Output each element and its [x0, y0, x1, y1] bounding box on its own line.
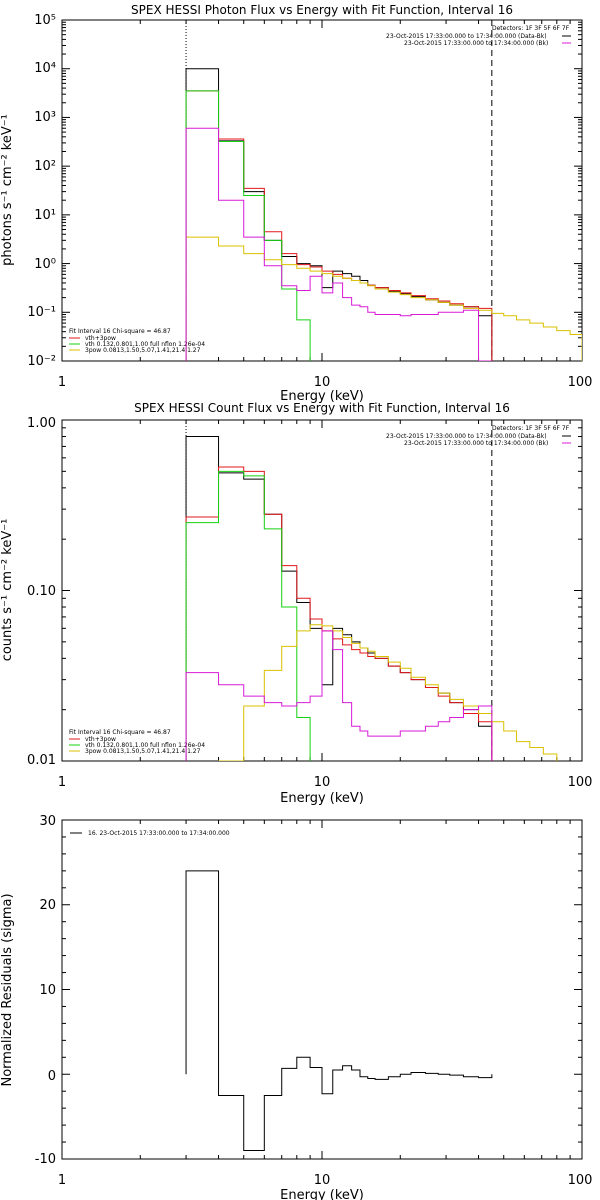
residuals-panel: 1 10 100 -10 0 10 20 30 Energy (keV) Nor… — [0, 814, 592, 1200]
photon-flux-frame — [61, 19, 583, 362]
count-time-bk: 23-Oct-2015 17:33:00.000 to 17:34:00.000… — [404, 440, 548, 447]
count-detectors: Detectors: 1F 3F 5F 6F 7F — [492, 425, 570, 432]
count-ytick-010: 0.10 — [27, 584, 56, 599]
series-yellow-1 — [218, 624, 558, 761]
photon-fit-interval: Fit Interval 16 Chi-square = 46.87 — [69, 328, 171, 335]
photon-ytick-e-2: 10⁻² — [27, 354, 56, 369]
residuals-frame — [61, 819, 583, 1160]
count-ytick-100: 1.00 — [27, 416, 56, 431]
series-green-0 — [185, 90, 311, 361]
photon-detectors: Detectors: 1F 3F 5F 6F 7F — [492, 25, 570, 32]
resid-ytick-m10: -10 — [35, 1152, 56, 1167]
photon-fit-3pow: 3pow 0.0813,1.50,5.07,1.41,21.4,1.27 — [85, 347, 201, 354]
photon-flux-title: SPEX HESSI Photon Flux vs Energy with Fi… — [131, 3, 513, 17]
photon-xtick-10: 10 — [314, 375, 331, 390]
photon-ytick-e-1: 10⁻¹ — [27, 305, 56, 320]
resid-xtick-1: 1 — [58, 1173, 66, 1188]
count-flux-frame — [61, 419, 583, 762]
series-green-1 — [185, 470, 311, 761]
photon-time-bk: 23-Oct-2015 17:33:00.000 to 17:34:00.000… — [404, 40, 548, 47]
resid-ytick-0: 0 — [48, 1069, 56, 1084]
count-fit-3pow: 3pow 0.0813,1.50,5.07,1.41,21.4,1.27 — [85, 748, 201, 755]
count-xlabel: Energy (keV) — [280, 791, 364, 806]
photon-ytick-e1: 10¹ — [34, 208, 56, 223]
photon-flux-panel: SPEX HESSI Photon Flux vs Energy with Fi… — [0, 3, 592, 404]
photon-ylabel: photons s⁻¹ cm⁻² keV⁻¹ — [0, 114, 15, 266]
count-ylabel: counts s⁻¹ cm⁻² keV⁻¹ — [0, 519, 15, 662]
count-fit-vth: vth 0.132,0.801,1.00 full nflon 1.26e-04 — [85, 742, 205, 749]
series-black-0 — [185, 68, 493, 361]
photon-ytick-e3: 10³ — [34, 110, 56, 125]
count-flux-title: SPEX HESSI Count Flux vs Energy with Fit… — [134, 401, 510, 415]
photon-fit-total: vth+3pow — [85, 335, 116, 342]
count-xtick-1: 1 — [58, 775, 66, 790]
count-fit-total: vth+3pow — [85, 736, 116, 743]
photon-ytick-e2: 10² — [34, 159, 56, 174]
resid-xlabel: Energy (keV) — [280, 1188, 364, 1200]
series-black-1 — [185, 436, 493, 761]
photon-time-databk: 23-Oct-2015 17:33:00.000 to 17:34:00.000… — [386, 33, 547, 40]
photon-ytick-e5: 10⁵ — [34, 13, 56, 28]
series-black-2 — [185, 870, 493, 1152]
resid-ylabel: Normalized Residuals (sigma) — [0, 893, 15, 1086]
photon-ytick-e0: 10⁰ — [34, 257, 56, 272]
series-yellow-0 — [185, 236, 582, 361]
count-xtick-100: 100 — [568, 775, 593, 790]
series-magenta-1 — [185, 630, 493, 761]
resid-ytick-10: 10 — [39, 983, 56, 998]
count-ytick-001: 0.01 — [27, 753, 56, 768]
series-red-1 — [185, 466, 493, 761]
photon-fit-vth: vth 0.132,0.801,1.00 full nflon 1.26e-04 — [85, 341, 205, 348]
count-time-databk: 23-Oct-2015 17:33:00.000 to 17:34:00.000… — [386, 433, 547, 440]
resid-legend: 16. 23-Oct-2015 17:33:00.000 to 17:34:00… — [88, 830, 230, 837]
count-fit-interval: Fit Interval 16 Chi-square = 46.87 — [69, 729, 171, 736]
series-magenta-0 — [185, 127, 493, 361]
photon-xtick-100: 100 — [568, 375, 593, 390]
count-xtick-10: 10 — [314, 775, 331, 790]
photon-xtick-1: 1 — [58, 375, 66, 390]
resid-xtick-100: 100 — [568, 1173, 593, 1188]
count-flux-panel: SPEX HESSI Count Flux vs Energy with Fit… — [0, 401, 593, 806]
resid-ytick-20: 20 — [39, 898, 56, 913]
photon-ytick-e4: 10⁴ — [34, 61, 56, 76]
resid-ytick-30: 30 — [39, 814, 56, 829]
photon-xlabel: Energy (keV) — [280, 389, 364, 404]
resid-xtick-10: 10 — [314, 1173, 331, 1188]
